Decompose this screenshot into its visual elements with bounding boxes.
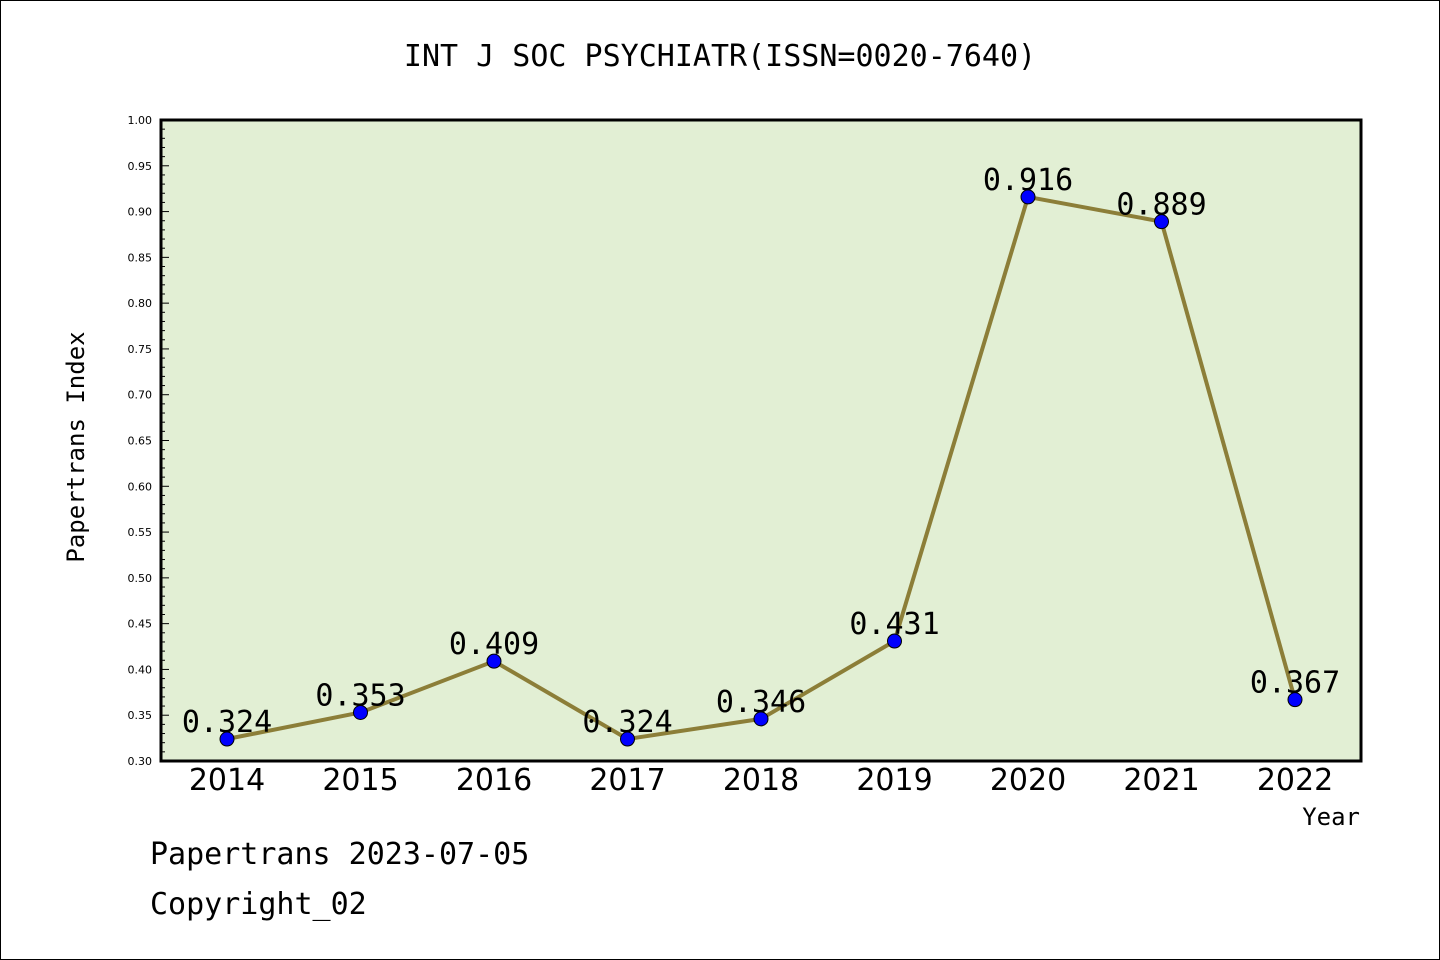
x-axis-label: Year <box>1302 803 1360 831</box>
y-tick-label: 0.90 <box>128 206 153 219</box>
footer-date: Papertrans 2023-07-05 <box>150 837 529 872</box>
y-tick-label: 0.35 <box>128 709 153 722</box>
x-axis: 2014 2015 2016 2017 2018 2019 2020 2021 2022 <box>189 763 1333 798</box>
data-point <box>1287 692 1303 708</box>
y-tick-label: 0.55 <box>128 526 153 539</box>
y-tick-label: 0.85 <box>128 251 153 264</box>
y-tick-label: 0.80 <box>128 297 153 310</box>
y-axis: 0.30 0.35 0.40 0.45 0.50 0.55 0.60 0.65 0.70 0.75… <box>128 114 169 768</box>
x-tick-label: 2021 <box>1123 763 1199 798</box>
data-labels: 0.324 0.353 0.409 0.324 0.346 0.431 0.916 0.889… <box>182 163 1340 740</box>
data-point <box>353 704 368 720</box>
data-label: 0.324 <box>582 705 672 740</box>
x-tick-label: 2018 <box>723 763 799 798</box>
data-point <box>219 731 235 747</box>
y-axis-label: Papertrans Index <box>62 331 90 562</box>
y-tick-label: 0.50 <box>128 572 153 585</box>
x-tick-label: 2016 <box>456 763 532 798</box>
data-label: 0.353 <box>315 678 405 713</box>
y-tick-label: 0.65 <box>128 435 153 448</box>
chart-title: INT J SOC PSYCHIATR(ISSN=0020-7640) <box>404 39 1036 74</box>
series-papertrans-index <box>219 189 1303 747</box>
footer-copyright: Copyright_02 <box>150 887 367 922</box>
data-point <box>620 731 635 747</box>
y-tick-label: 1.00 <box>128 114 153 127</box>
y-tick-label: 0.30 <box>128 755 153 768</box>
data-label: 0.916 <box>983 163 1073 198</box>
x-tick-label: 2020 <box>990 763 1066 798</box>
y-tick-label: 0.60 <box>128 480 153 493</box>
x-tick-label: 2015 <box>322 763 398 798</box>
data-label: 0.409 <box>449 627 539 662</box>
data-point <box>1020 189 1036 205</box>
data-label: 0.889 <box>1116 188 1206 223</box>
data-label: 0.367 <box>1250 666 1340 701</box>
y-tick-label: 0.45 <box>128 618 153 631</box>
x-tick-label: 2022 <box>1257 763 1333 798</box>
x-tick-label: 2017 <box>589 763 665 798</box>
x-tick-label: 2014 <box>189 763 265 798</box>
x-tick-label: 2019 <box>856 763 932 798</box>
data-label: 0.431 <box>849 607 939 642</box>
y-tick-label: 0.70 <box>128 389 153 402</box>
data-point <box>486 653 502 669</box>
data-label: 0.346 <box>716 685 806 720</box>
data-point <box>887 633 902 649</box>
y-tick-label: 0.75 <box>128 343 153 356</box>
data-point <box>1154 214 1169 230</box>
data-point <box>753 711 769 727</box>
y-tick-label: 0.95 <box>128 160 153 173</box>
y-tick-label: 0.40 <box>128 663 153 676</box>
data-label: 0.324 <box>182 705 272 740</box>
